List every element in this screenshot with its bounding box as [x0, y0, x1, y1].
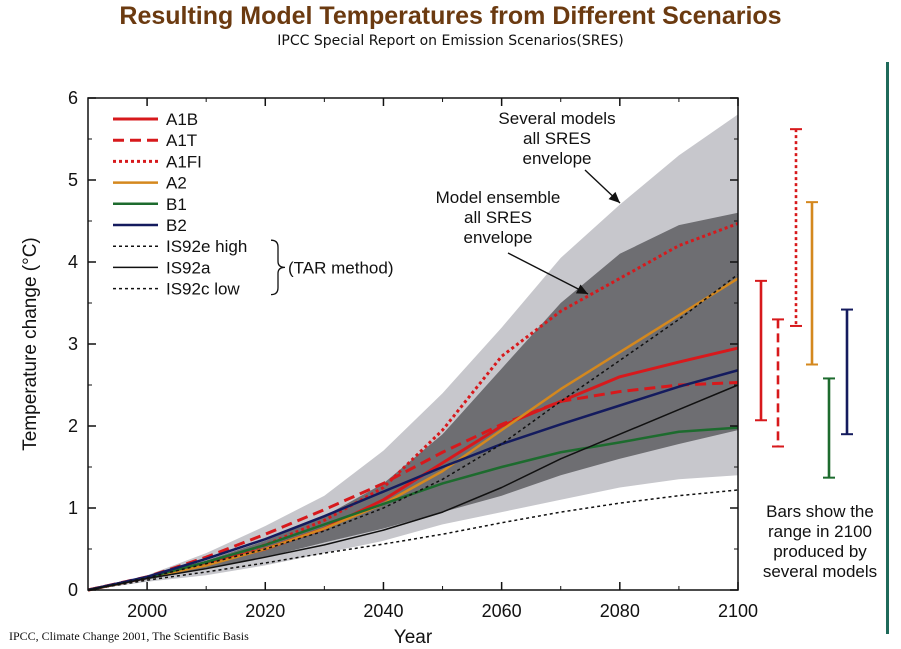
series-line-is92a — [87, 384, 739, 591]
page-title: Resulting Model Temperatures from Differ… — [119, 2, 782, 30]
y-tick-label: 5 — [68, 170, 78, 190]
annotation-model-ensemble: Model ensemble — [436, 188, 561, 207]
series-line-is92e-high — [87, 273, 739, 591]
source-citation: IPCC, Climate Change 2001, The Scientifi… — [9, 629, 249, 643]
y-tick-label: 4 — [68, 252, 78, 272]
y-tick-label: 3 — [68, 334, 78, 354]
x-tick-label: 2080 — [600, 601, 640, 621]
annotation-several-models: all SRES — [523, 129, 591, 148]
y-tick-label: 0 — [68, 580, 78, 600]
legend-label-is92c-low: IS92c low — [166, 280, 240, 299]
arrow-model-ensemble — [507, 252, 589, 295]
model-ensemble-envelope — [88, 212, 738, 591]
y-axis-label: Temperature change (°C) — [20, 237, 41, 451]
series-line-b2 — [87, 369, 739, 592]
annotation-bars-note: produced by — [773, 542, 867, 561]
annotation-several-models: envelope — [522, 149, 591, 168]
series-line-a1t — [87, 381, 739, 592]
legend-label-is92a: IS92a — [166, 258, 211, 277]
arrow-several-models-head — [608, 191, 620, 203]
sidebar-accent-line — [886, 62, 889, 634]
tar-method-label: (TAR method) — [288, 258, 394, 277]
x-tick-label: 2060 — [482, 601, 522, 621]
y-tick-label: 2 — [68, 416, 78, 436]
page-subtitle: IPCC Special Report on Emission Scenario… — [277, 33, 624, 49]
annotation-bars-note: range in 2100 — [768, 522, 872, 541]
x-axis-label: Year — [394, 627, 433, 648]
x-tick-label: 2100 — [718, 601, 758, 621]
annotation-model-ensemble: envelope — [463, 228, 532, 247]
legend-label-b1: B1 — [166, 195, 187, 214]
tar-brace — [270, 239, 286, 296]
annotation-several-models: Several models — [498, 109, 615, 128]
annotation-model-ensemble: all SRES — [464, 208, 532, 227]
legend-label-is92e-high: IS92e high — [166, 237, 247, 256]
x-tick-label: 2020 — [245, 601, 285, 621]
legend-label-a2: A2 — [166, 174, 187, 193]
legend-label-a1b: A1B — [166, 110, 198, 129]
series-line-a2 — [87, 277, 739, 592]
series-line-b1 — [87, 426, 739, 592]
annotation-bars-note: several models — [763, 562, 877, 581]
annotation-bars-note: Bars show the — [766, 502, 874, 521]
x-tick-label: 2000 — [127, 601, 167, 621]
series-line-is92c-low — [87, 489, 739, 591]
y-tick-label: 1 — [68, 498, 78, 518]
legend-label-a1t: A1T — [166, 131, 197, 150]
legend-label-b2: B2 — [166, 216, 187, 235]
arrow-model-ensemble-head — [575, 284, 588, 294]
y-tick-label: 6 — [68, 88, 78, 108]
legend-label-a1fi: A1FI — [166, 152, 202, 171]
x-tick-label: 2040 — [363, 601, 403, 621]
